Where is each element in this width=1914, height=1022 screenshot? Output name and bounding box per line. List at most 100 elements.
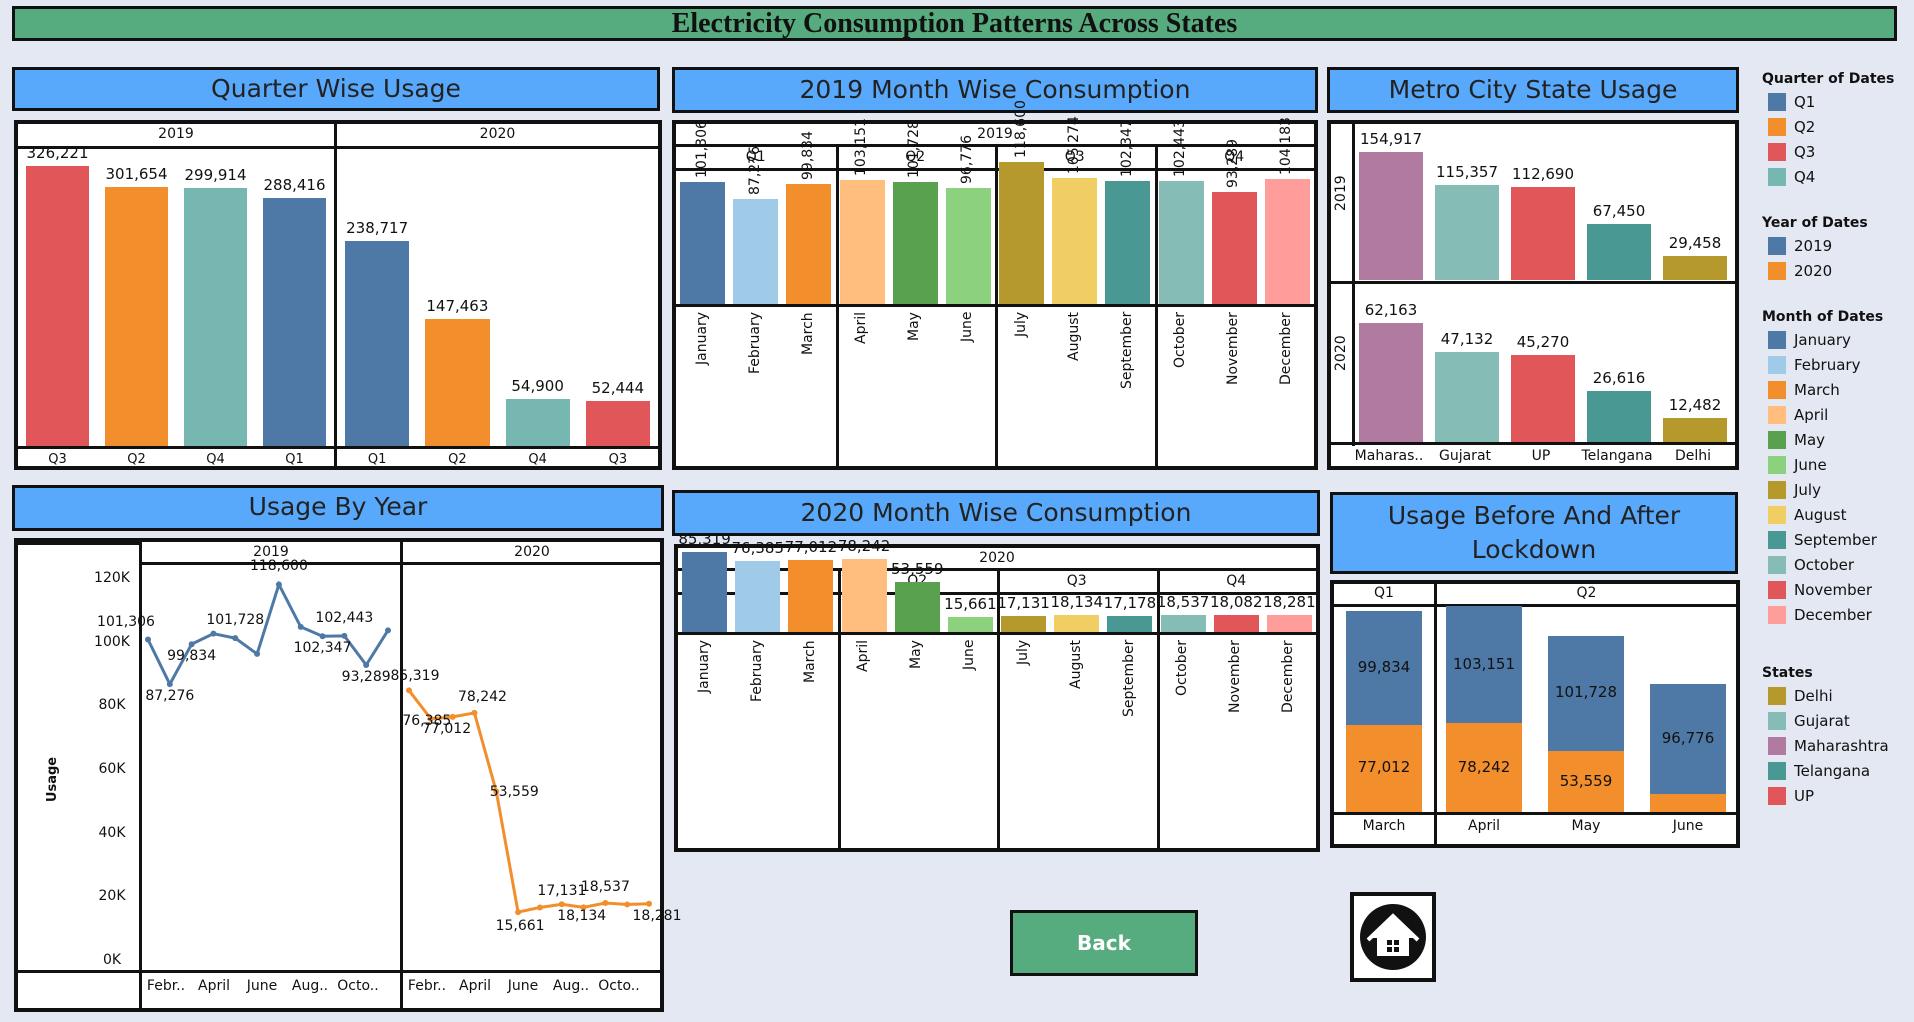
bar-december	[1264, 178, 1310, 304]
point-value-label: 18,537	[580, 878, 630, 895]
data-point	[363, 662, 370, 669]
quarter-header: Q2	[1576, 585, 1597, 601]
data-point	[602, 899, 609, 906]
state-label: Maharas..	[1354, 448, 1424, 464]
legend-swatch	[1768, 143, 1786, 161]
point-value-label: 18,134	[557, 908, 607, 925]
point-value-label: 99,834	[167, 648, 217, 665]
legend-swatch	[1768, 431, 1786, 449]
lockdown-chart-title: Usage Before And After Lockdown	[1330, 492, 1738, 574]
bar-value-label: 18,537	[1156, 592, 1210, 611]
y-tick-label: 100K	[94, 633, 130, 650]
row-axis-line	[1352, 124, 1355, 446]
axis-line	[18, 446, 658, 449]
bar-september	[1107, 615, 1153, 632]
data-point	[188, 641, 195, 648]
month2020-chart: 2020Q185,319January76,385February77,012M…	[674, 530, 1320, 852]
month-label: May	[906, 312, 923, 341]
legend-swatch	[1768, 787, 1786, 805]
month-label: October	[1172, 312, 1189, 369]
data-point	[536, 904, 543, 911]
legend-item: Q4	[1768, 168, 1815, 186]
point-value-label: 15,661	[495, 918, 545, 935]
bar-value-label: 326,221	[26, 143, 89, 162]
legend-swatch	[1768, 531, 1786, 549]
legend-label: May	[1794, 431, 1826, 449]
bar-value-label: 76,385	[731, 538, 785, 557]
legend-label: 2019	[1794, 237, 1833, 255]
legend-item: April	[1768, 406, 1828, 424]
x-tick-label: Octo..	[598, 978, 640, 994]
group-divider	[1156, 570, 1160, 848]
quarter-header: Q3	[1066, 573, 1087, 589]
bar-value-label: 115,357	[1435, 162, 1499, 181]
legend-item: September	[1768, 531, 1877, 549]
bar-value-label: 101,728	[906, 120, 923, 178]
bar-value-label: 99,834	[799, 131, 816, 181]
data-point	[385, 627, 391, 634]
bar-q3	[585, 400, 650, 446]
bar-november	[1213, 615, 1259, 632]
bar-value-label: 301,654	[105, 164, 168, 183]
legend-swatch	[1768, 581, 1786, 599]
month-label: March	[799, 312, 816, 355]
back-button[interactable]: Back	[1010, 910, 1198, 976]
bar-value-label: 101,306	[693, 120, 710, 179]
bar-maharashtra	[1359, 323, 1423, 442]
legend-title: Year of Dates	[1762, 215, 1868, 231]
x-tick-label: Febr..	[407, 978, 447, 994]
data-point	[427, 715, 434, 722]
bar-gujarat	[1435, 351, 1499, 442]
month-label: March	[801, 640, 818, 683]
legend-label: Telangana	[1794, 762, 1871, 780]
y-tick-label: 40K	[98, 824, 126, 841]
bar-value-label: 105,274	[1065, 115, 1082, 174]
legend-swatch	[1768, 481, 1786, 499]
bar-q4	[505, 398, 570, 446]
legend-item: Gujarat	[1768, 712, 1850, 730]
quarter-header: Q1	[745, 149, 766, 165]
legend-item: December	[1768, 606, 1872, 624]
x-tick-label: June	[507, 978, 539, 994]
point-value-label: 101,306	[97, 613, 155, 630]
x-tick-label: April	[459, 978, 491, 994]
legend-item: March	[1768, 381, 1840, 399]
bar-q2	[105, 186, 168, 446]
bar-value-label: 103,151	[853, 118, 870, 177]
legend-item: Delhi	[1768, 687, 1833, 705]
month2020-chart-title: 2020 Month Wise Consumption	[672, 490, 1320, 536]
data-point	[275, 581, 282, 588]
month-label: July	[1012, 312, 1029, 338]
bar-telangana	[1587, 391, 1651, 442]
legend-label: Q3	[1794, 143, 1816, 161]
byyear-chart-title: Usage By Year	[12, 485, 664, 531]
point-value-label: 93,289	[341, 669, 391, 686]
bar-value-label: 29,458	[1668, 233, 1722, 252]
quarter-header: Q1	[1374, 585, 1394, 601]
legend-item: Maharashtra	[1768, 737, 1889, 755]
stacked-bar-segment-2019	[1446, 606, 1522, 724]
point-value-label: 17,131	[537, 883, 587, 900]
legend-swatch	[1768, 381, 1786, 399]
legend-item: November	[1768, 581, 1872, 599]
x-tick-label: Febr..	[146, 978, 186, 994]
data-point	[232, 635, 239, 642]
state-label: Telangana	[1581, 448, 1653, 464]
home-button[interactable]	[1350, 892, 1436, 982]
legend-label: December	[1794, 606, 1872, 624]
bar-value-label: 17,131	[997, 594, 1050, 612]
quarter-header: Q3	[1064, 149, 1085, 165]
x-axis-line	[18, 970, 660, 973]
legend-title: States	[1762, 665, 1813, 681]
legend-swatch	[1768, 606, 1786, 624]
category-label: Q2	[448, 452, 467, 467]
legend-label: January	[1794, 331, 1851, 349]
bar-value-label: 18,082	[1210, 593, 1263, 612]
legend-swatch	[1768, 262, 1786, 280]
month-label: October	[1174, 640, 1191, 697]
quarter-header: Q2	[905, 149, 926, 165]
bar-value-label: 47,132	[1440, 329, 1494, 348]
state-label: UP	[1531, 448, 1551, 464]
bar-value-label: 62,163	[1364, 301, 1418, 319]
bar-august	[1054, 615, 1100, 632]
